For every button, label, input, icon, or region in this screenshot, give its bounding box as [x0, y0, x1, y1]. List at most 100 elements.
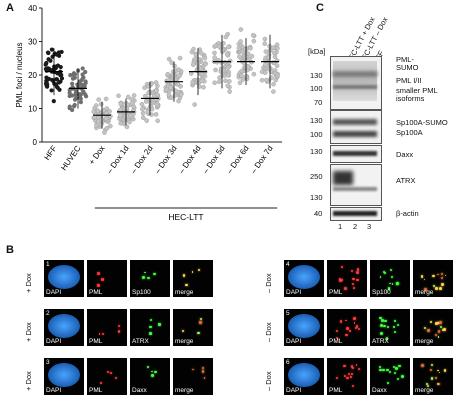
data-point [155, 118, 160, 124]
microscopy-left-block: + Dox 1 DAPI PML Sp100 merge + Dox 2 DAPI PML ATRX… [0, 258, 230, 415]
data-point [237, 54, 242, 59]
micrograph-daxx: Daxx [130, 358, 170, 395]
fluorescent-focus [335, 330, 338, 333]
data-point [203, 61, 208, 67]
fluorescent-focus [144, 271, 146, 274]
marker-130a: 130 [310, 71, 323, 80]
fluorescent-focus [335, 376, 339, 380]
micrograph-dapi: 5 DAPI [284, 309, 324, 346]
fluorescent-focus [98, 333, 101, 335]
channel-label: merge [415, 289, 434, 296]
data-point [269, 75, 274, 81]
image-number: 2 [46, 310, 50, 317]
fluorescent-focus [102, 332, 105, 335]
fluorescent-focus [141, 276, 145, 279]
data-point [225, 65, 231, 71]
data-point [125, 94, 131, 100]
data-point [103, 116, 109, 121]
data-point [94, 122, 99, 128]
fluorescent-focus [348, 372, 351, 375]
data-point [238, 27, 244, 32]
data-point [80, 72, 85, 77]
fluorescent-focus [346, 376, 349, 380]
data-point [140, 115, 146, 121]
data-point [176, 73, 182, 78]
micrograph-dapi: 3 DAPI [44, 358, 84, 395]
condition-label: – Dox [264, 322, 273, 342]
data-point [176, 67, 181, 72]
fluorescent-focus [421, 364, 425, 368]
data-point [80, 66, 85, 71]
data-point [250, 32, 256, 38]
data-point [272, 50, 277, 56]
data-point [202, 55, 208, 61]
micrograph-sp100: Sp100 [130, 260, 170, 297]
micrograph-pml: PML [327, 358, 367, 395]
data-point [198, 50, 204, 56]
fluorescent-focus [343, 287, 347, 291]
data-point [271, 89, 276, 94]
data-point [217, 75, 222, 80]
data-point [149, 112, 154, 117]
data-point [245, 64, 251, 70]
panel-a-label: A [6, 2, 14, 14]
data-point [190, 62, 196, 68]
micrograph-pml: PML [327, 260, 367, 297]
data-point [78, 99, 83, 105]
data-point [72, 102, 77, 108]
data-point [70, 81, 75, 86]
fluorescent-focus [388, 287, 391, 290]
data-point [53, 82, 59, 87]
blot-daxx-box [330, 145, 382, 163]
channel-label: merge [175, 387, 194, 394]
data-point [240, 77, 246, 82]
data-point [227, 79, 232, 84]
fluorescent-focus [339, 279, 342, 282]
data-point [54, 77, 60, 82]
data-point [224, 51, 230, 57]
data-point [226, 44, 231, 50]
fluorescent-focus [343, 364, 346, 368]
data-point [222, 59, 228, 65]
data-point [118, 120, 123, 126]
data-point [53, 64, 58, 69]
fluorescent-focus [345, 319, 347, 322]
channel-label: merge [175, 289, 194, 296]
fluorescent-focus [424, 287, 428, 291]
data-point [190, 79, 196, 85]
fluorescent-focus [379, 368, 382, 372]
fluorescent-focus [351, 366, 354, 369]
fluorescent-focus [191, 271, 194, 273]
data-point [47, 66, 52, 72]
fluorescent-focus [379, 331, 383, 335]
marker-130d: 130 [310, 193, 323, 202]
data-point [98, 122, 104, 128]
data-point [43, 62, 48, 67]
data-point [142, 85, 147, 91]
data-point [104, 125, 110, 131]
fluorescent-focus [147, 366, 150, 368]
blot-pml-box [330, 56, 382, 110]
image-number: 4 [286, 261, 290, 268]
data-point [168, 85, 173, 90]
data-point [214, 59, 220, 65]
fluorescent-focus [438, 383, 441, 385]
data-point [259, 77, 265, 83]
fluorescent-focus [355, 271, 359, 274]
data-point [169, 95, 174, 100]
fluorescent-focus [433, 285, 435, 288]
data-point [239, 68, 245, 74]
fluorescent-focus [392, 365, 396, 369]
x-tick-label: – Dox 5d [201, 144, 227, 175]
data-point [59, 49, 64, 55]
fluorescent-focus [355, 278, 359, 282]
data-point [91, 109, 97, 114]
micrograph-atrx: ATRX [370, 309, 410, 346]
panel-b-label: B [6, 244, 14, 256]
label-pml-sumo: PML-SUMO [396, 55, 419, 72]
fluorescent-focus [154, 370, 157, 373]
fluorescent-focus [350, 376, 352, 378]
data-point [118, 101, 124, 107]
data-point [272, 54, 278, 59]
fluorescent-focus [434, 322, 438, 325]
